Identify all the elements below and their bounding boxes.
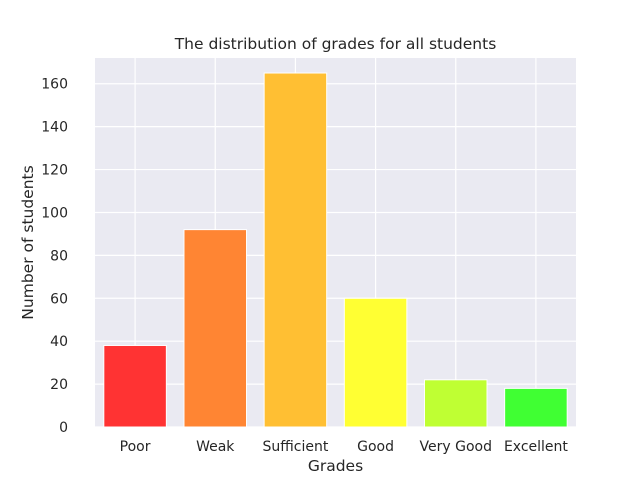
y-axis-ticks: 0 20 40 60 80 100 120 140 160: [41, 77, 68, 436]
y-tick-label: 0: [59, 420, 68, 436]
y-tick-label: 40: [50, 334, 68, 350]
bar-sufficient: [263, 72, 328, 428]
chart-title: The distribution of grades for all stude…: [174, 35, 497, 53]
x-axis-label: Grades: [308, 457, 363, 475]
bars: [103, 72, 568, 428]
x-tick-label: Excellent: [504, 439, 568, 455]
bar-weak: [183, 229, 248, 428]
x-tick-label: Good: [357, 439, 394, 455]
y-tick-label: 160: [41, 77, 68, 93]
bar-excellent: [504, 387, 568, 428]
y-tick-label: 20: [50, 377, 68, 393]
y-tick-label: 120: [41, 163, 68, 179]
x-tick-label: Poor: [120, 439, 151, 455]
bar-good: [343, 297, 408, 428]
y-tick-label: 140: [41, 120, 68, 136]
y-tick-label: 100: [41, 205, 68, 221]
x-tick-label: Very Good: [420, 439, 492, 455]
bar-poor: [103, 344, 167, 428]
y-tick-label: 60: [50, 291, 68, 307]
bar-very-good: [423, 379, 488, 428]
plot-area: [95, 58, 576, 427]
x-tick-label: Sufficient: [262, 439, 328, 455]
x-axis-ticks: Poor Weak Sufficient Good Very Good Excellent: [120, 439, 569, 455]
x-tick-label: Weak: [196, 439, 235, 455]
y-tick-label: 80: [50, 248, 68, 264]
y-axis-label: Number of students: [19, 165, 37, 319]
